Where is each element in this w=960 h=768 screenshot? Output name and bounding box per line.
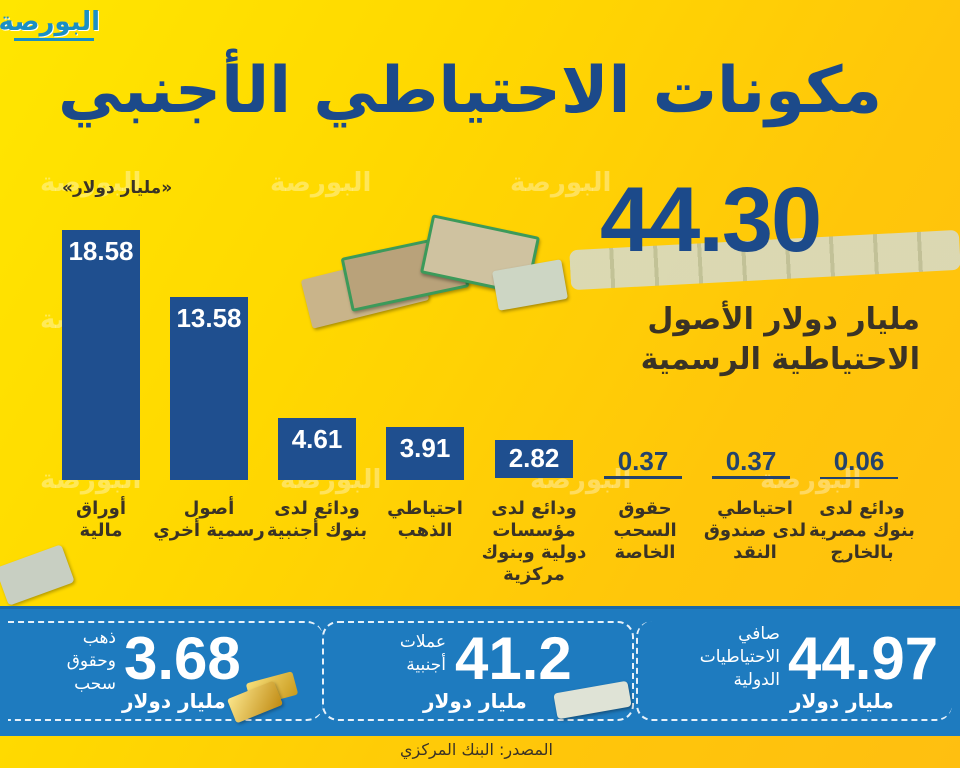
label-line: أوراق xyxy=(76,498,126,519)
label-line: الخاصة xyxy=(614,542,676,563)
label-line: الذهب xyxy=(397,520,453,541)
value-imf-reserve: 0.37 xyxy=(725,446,777,476)
label-imf-reserve: احتياطي لدى صندوق النقد xyxy=(700,498,810,564)
brand-logo: البورصة xyxy=(0,6,100,42)
desc-line: الدولية xyxy=(733,670,780,690)
net-reserves-value: 44.97 xyxy=(788,625,939,692)
currencies-value: 41.2 xyxy=(455,625,572,692)
label-line: احتياطي xyxy=(717,498,793,519)
watermark: البورصة xyxy=(760,465,862,495)
logo-underline xyxy=(14,38,94,41)
unit-label: «مليار دولار» xyxy=(62,178,173,198)
label-line: بنوك أجنبية xyxy=(266,520,368,541)
watermark: البورصة xyxy=(510,168,612,198)
label-line: بالخارج xyxy=(830,542,894,563)
bar-gold-reserve: 3.91 xyxy=(386,427,464,480)
label-line: بنوك مصرية xyxy=(809,520,915,541)
label-line: احتياطي xyxy=(387,498,463,519)
label-line: مركزية xyxy=(503,564,565,585)
label-gold-reserve: احتياطي الذهب xyxy=(370,498,480,542)
net-reserves-desc: صافي الاحتياطيات الدولية xyxy=(680,623,780,692)
desc-line: ذهب xyxy=(82,628,116,648)
desc-line: وحقوق xyxy=(66,651,116,671)
bar-other-assets: 13.58 xyxy=(170,297,248,480)
gold-bars-icon xyxy=(226,671,300,724)
value-sdr: 0.37 xyxy=(617,446,669,476)
total-caption: مليار دولار الأصول الاحتياطية الرسمية xyxy=(600,300,920,380)
currencies-desc: عملات أجنبية xyxy=(380,631,446,677)
currencies-unit: مليار دولار xyxy=(423,689,527,713)
desc-line: سحب xyxy=(74,674,116,694)
net-reserves-unit: مليار دولار xyxy=(790,689,894,713)
total-value: 44.30 xyxy=(600,169,822,271)
label-line: ودائع لدى xyxy=(819,498,905,519)
label-line: رسمية أخري xyxy=(153,520,265,541)
bar-imf-reserve xyxy=(712,476,790,479)
label-line: النقد xyxy=(733,542,777,563)
gold-box-frame xyxy=(8,621,323,721)
gold-sdr-desc: ذهب وحقوق سحب xyxy=(50,627,116,696)
label-egyptian-banks-abroad: ودائع لدى بنوك مصرية بالخارج xyxy=(806,498,918,564)
label-other-assets: أصول رسمية أخري xyxy=(150,498,268,542)
label-securities: أوراق مالية xyxy=(46,498,156,542)
gold-sdr-unit: مليار دولار xyxy=(122,689,226,713)
gold-sdr-value: 3.68 xyxy=(124,625,241,692)
dollar-bills-icon xyxy=(0,544,75,606)
total-caption-line2: الاحتياطية الرسمية xyxy=(640,342,920,377)
label-line: ودائع لدى xyxy=(491,498,577,519)
net-box-frame xyxy=(636,621,952,721)
source-note: المصدر: البنك المركزي xyxy=(400,740,553,759)
watermark: البورصة xyxy=(40,168,142,198)
total-caption-line1: مليار دولار الأصول xyxy=(647,302,920,337)
watermark: البورصة xyxy=(270,168,372,198)
logo-text: البورصة xyxy=(0,7,100,37)
label-foreign-bank-deposits: ودائع لدى بنوك أجنبية xyxy=(262,498,372,542)
label-line: لدى صندوق xyxy=(703,520,807,541)
page-title: مكونات الاحتياطي الأجنبي xyxy=(57,54,883,128)
bar-sdr xyxy=(604,476,682,479)
label-line: أصول xyxy=(183,498,235,519)
bar-value: 18.58 xyxy=(68,236,134,266)
bar-securities: 18.58 xyxy=(62,230,140,480)
desc-line: عملات xyxy=(399,632,446,652)
bar-foreign-bank-deposits: 4.61 xyxy=(278,418,356,480)
money-stack-icon xyxy=(300,205,568,335)
label-line: مؤسسات xyxy=(492,520,576,541)
label-line: مالية xyxy=(79,520,123,541)
bar-value: 2.82 xyxy=(508,443,560,473)
currencies-box xyxy=(322,621,634,721)
label-line: دولية وبنوك xyxy=(481,542,587,563)
desc-line: الاحتياطيات xyxy=(699,647,780,667)
summary-panel: 44.97 مليار دولار صافي الاحتياطيات الدول… xyxy=(0,606,960,736)
bar-egyptian-banks-abroad xyxy=(820,477,898,479)
value-egyptian-banks-abroad: 0.06 xyxy=(833,446,885,476)
label-line: حقوق السحب xyxy=(613,498,677,541)
label-sdr: حقوق السحب الخاصة xyxy=(590,498,700,564)
desc-line: أجنبية xyxy=(406,655,446,675)
label-international-institutions: ودائع لدى مؤسسات دولية وبنوك مركزية xyxy=(478,498,590,586)
desc-line: صافي xyxy=(738,624,780,644)
bar-international-institutions: 2.82 xyxy=(495,440,573,478)
bar-value: 4.61 xyxy=(291,424,343,454)
label-line: ودائع لدى xyxy=(274,498,360,519)
bar-value: 13.58 xyxy=(176,303,242,333)
bar-value: 3.91 xyxy=(399,433,451,463)
